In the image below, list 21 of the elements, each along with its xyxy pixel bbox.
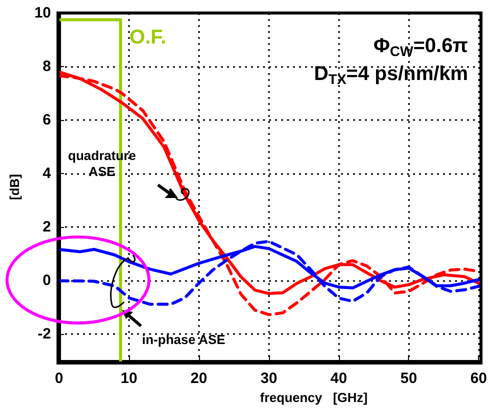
y-tick-label: 8 (42, 58, 51, 76)
y-tick-label: 2 (42, 218, 51, 236)
x-tick-label: 40 (330, 370, 348, 387)
y-tick-label: -2 (38, 326, 51, 343)
y-tick-label: 0 (42, 272, 51, 290)
annotation: D$_{TX}$=4 ps/nm/km (314, 63, 468, 88)
annotation: in-phase ASE (142, 332, 226, 347)
y-tick-label: 6 (42, 112, 51, 129)
x-tick-label: 30 (260, 370, 278, 387)
y-tick-label: 10 (34, 4, 51, 22)
x-tick-label: 10 (120, 370, 138, 387)
y-tick-label: 4 (42, 165, 52, 182)
x-tick-label: 60 (470, 370, 487, 387)
line-series (58, 240, 480, 306)
x-axis-title: frequency [GHz] (260, 390, 368, 405)
annotation: Φ$_{CW}$=0.6π (373, 35, 468, 60)
x-tick-label: 0 (54, 370, 64, 387)
series-label: O.F. (130, 26, 166, 49)
x-tick-label: 50 (400, 370, 418, 387)
y-axis-title: [dB] (7, 174, 22, 200)
x-tick-label: 20 (190, 370, 208, 387)
